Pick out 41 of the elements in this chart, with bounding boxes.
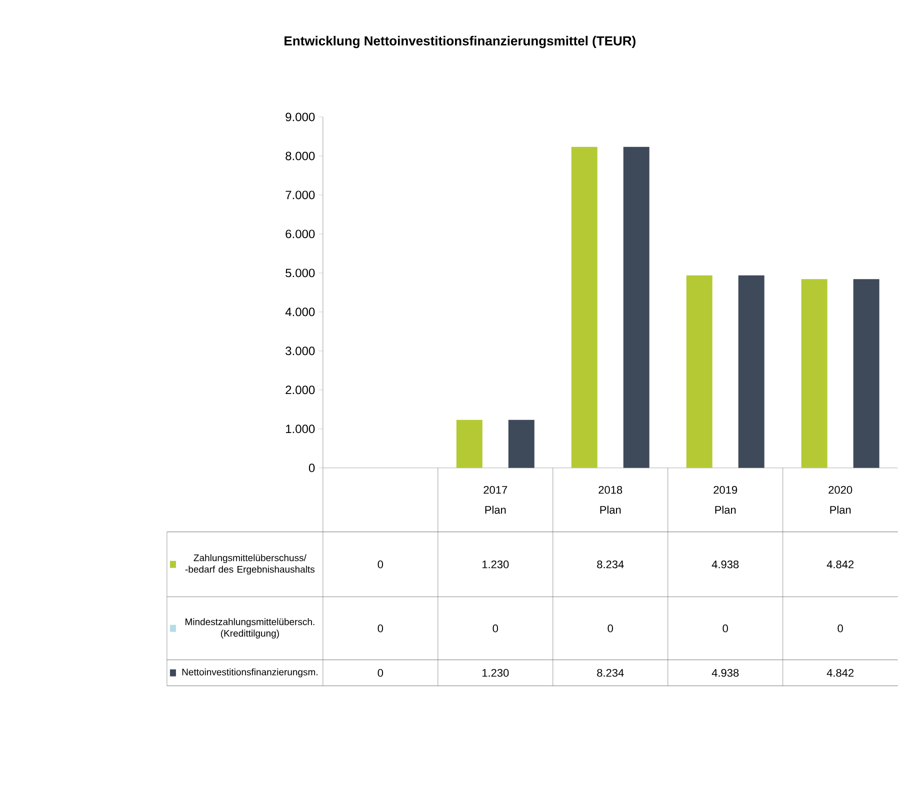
x-tick-label: 2020 Plan — [828, 486, 852, 514]
data-label: 4.938 — [712, 560, 739, 568]
legend-label: Mindestzahlungsmittelübersch. (Kredittilgung) — [186, 618, 314, 639]
data-label: 0 — [722, 624, 728, 632]
y-tick-label: 4.000 — [285, 308, 315, 316]
bar — [623, 146, 650, 468]
bar — [571, 146, 598, 468]
bar — [508, 420, 534, 468]
data-label: 4.842 — [826, 669, 854, 677]
data-label: 0 — [608, 624, 613, 632]
y-tick-label: 2.000 — [286, 386, 315, 394]
data-label: 0 — [492, 624, 498, 632]
legend-label: Nettoinvestitionsfinanzierungsm. — [182, 668, 318, 678]
y-tick-label: 8.000 — [286, 152, 315, 160]
data-label: 0 — [838, 624, 843, 632]
y-tick-label: 0 — [308, 464, 315, 472]
data-label: 8.234 — [597, 560, 624, 568]
y-tick-label: 1.000 — [286, 424, 315, 434]
bar — [686, 275, 712, 468]
chart-title: Entwicklung Nettoinvestitionsfinanzierungsmittel (TEUR) — [284, 36, 636, 48]
bar — [738, 275, 764, 468]
y-tick-label: 3.000 — [286, 346, 315, 356]
bar — [853, 279, 880, 468]
y-tick-label: 7.000 — [286, 190, 315, 200]
data-label: 8.234 — [597, 669, 624, 677]
data-label: 1.230 — [482, 560, 509, 568]
y-tick-label: 6.000 — [286, 230, 315, 238]
data-label: 0 — [378, 669, 384, 677]
data-label: 1.230 — [482, 669, 509, 677]
x-tick-label: 2017 Plan — [484, 486, 508, 514]
y-tick-label: 9.000 — [286, 112, 315, 122]
data-label: 0 — [378, 624, 384, 632]
legend-label: Zahlungsmittelüberschuss/ -bedarf des Ergebnishaushalts — [185, 554, 315, 575]
bar — [456, 420, 482, 468]
x-tick-label: 2019 Plan — [714, 486, 738, 514]
data-label: 4.842 — [826, 560, 854, 568]
data-label: 4.938 — [712, 669, 739, 677]
data-label: 0 — [378, 560, 384, 568]
bar — [801, 279, 828, 468]
y-tick-label: 5.000 — [286, 268, 315, 278]
x-tick-label: 2018 Plan — [598, 486, 622, 514]
